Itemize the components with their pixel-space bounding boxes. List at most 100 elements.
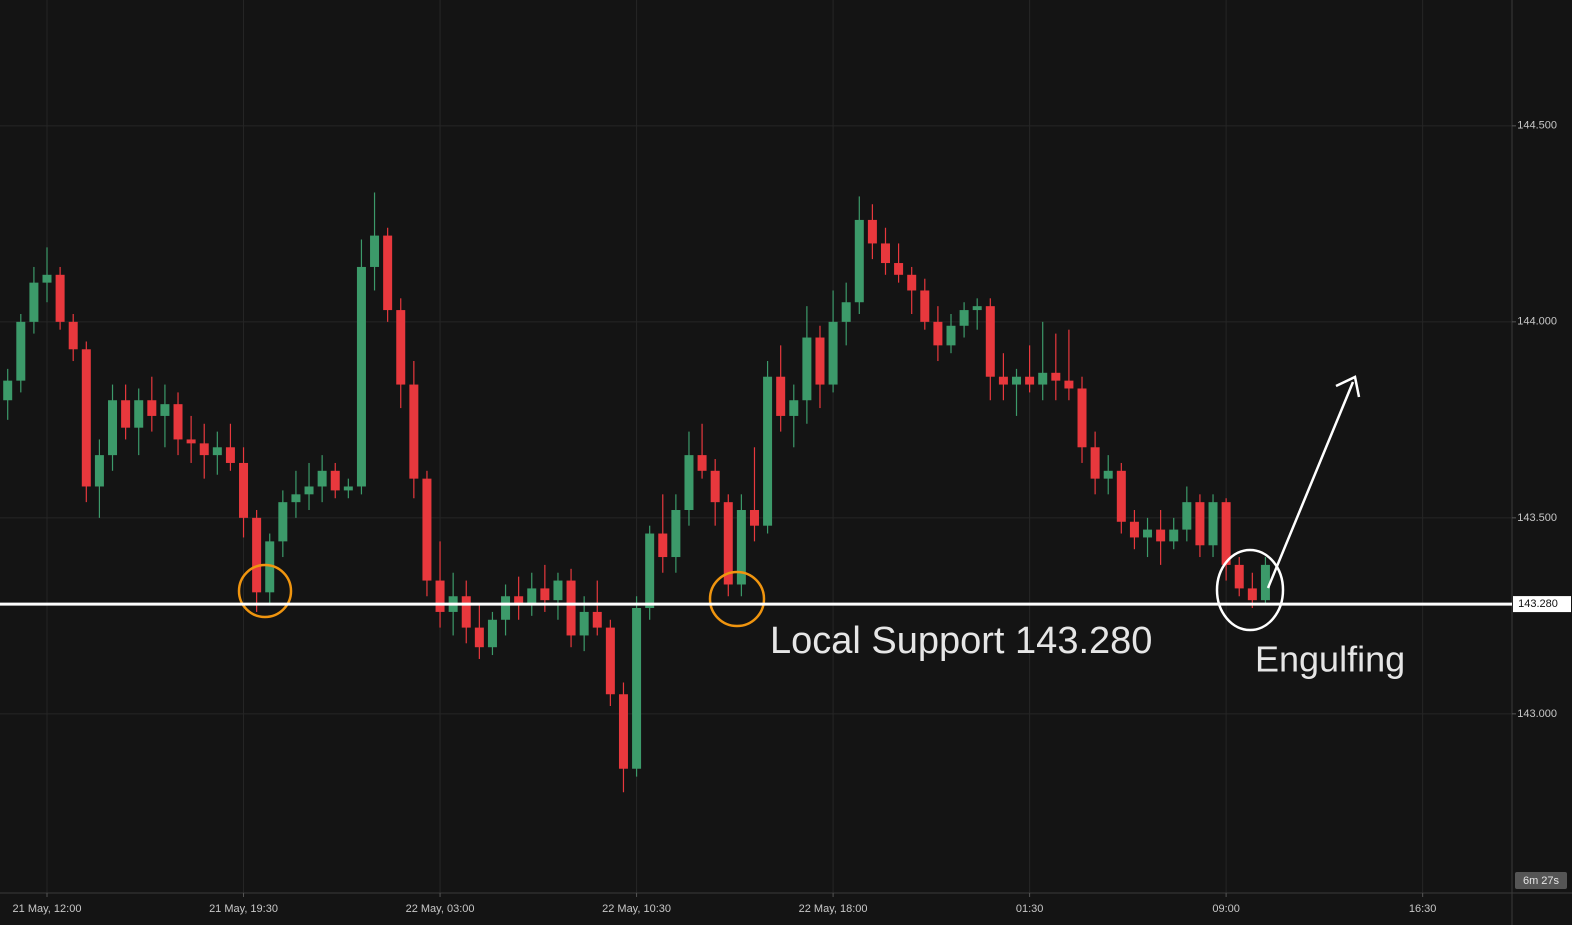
- candle-body: [1221, 502, 1231, 565]
- candle-body: [1090, 447, 1100, 479]
- candle-body: [474, 627, 484, 648]
- support-label: 143.280: [1518, 598, 1558, 610]
- candle-body: [828, 321, 838, 385]
- x-tick-label: 16:30: [1409, 903, 1437, 915]
- candle-body: [121, 400, 131, 428]
- support-label-box: [1513, 596, 1571, 613]
- candle-body: [487, 619, 497, 648]
- candle-body: [3, 380, 13, 401]
- candle-body: [108, 400, 118, 456]
- candles: [3, 192, 1270, 793]
- y-tick-label: 143.000: [1517, 708, 1557, 720]
- annotations: Local Support 143.280 Engulfing 6m 27s 1…: [0, 375, 1571, 889]
- candle-body: [461, 596, 471, 628]
- candle-body: [68, 321, 78, 350]
- candle-body: [815, 337, 825, 385]
- candle-body: [94, 455, 104, 487]
- candle-body: [527, 588, 537, 605]
- candle-body: [907, 274, 917, 291]
- candle-body: [409, 384, 419, 479]
- grid: [0, 0, 1512, 893]
- candle-body: [736, 510, 746, 585]
- candle-body: [618, 694, 628, 769]
- candle-body: [802, 337, 812, 401]
- candle-body: [42, 274, 52, 283]
- candle-body: [81, 349, 91, 487]
- candle-body: [841, 302, 851, 322]
- candle-body: [880, 243, 890, 264]
- candle-body: [514, 596, 524, 605]
- x-tick-label: 22 May, 03:00: [406, 903, 475, 915]
- candle-body: [933, 321, 943, 346]
- y-tick-label: 143.500: [1517, 512, 1557, 524]
- candle-body: [1038, 372, 1048, 385]
- candle-body: [658, 533, 668, 558]
- candle-body: [317, 470, 327, 487]
- candle-body: [1012, 376, 1022, 385]
- candle-body: [867, 219, 877, 244]
- candle-body: [173, 404, 183, 440]
- candle-body: [605, 627, 615, 695]
- candle-body: [370, 235, 380, 267]
- candle-body: [291, 494, 301, 503]
- candle-body: [632, 608, 642, 769]
- candle-body: [959, 310, 969, 326]
- candle-body: [356, 266, 366, 487]
- candle-body: [1156, 529, 1166, 542]
- support-text: Local Support 143.280: [770, 620, 1152, 662]
- candle-body: [645, 533, 655, 609]
- x-tick-label: 21 May, 12:00: [13, 903, 82, 915]
- y-tick-label: 144.000: [1517, 316, 1557, 328]
- candle-body: [998, 376, 1008, 385]
- x-tick-label: 09:00: [1212, 903, 1240, 915]
- candle-body: [920, 290, 930, 322]
- candle-body: [1208, 502, 1218, 546]
- candle-body: [540, 588, 550, 601]
- white-ellipse: [1215, 548, 1285, 632]
- candle-body: [199, 443, 209, 456]
- candle-body: [278, 502, 288, 542]
- candle-body: [501, 596, 511, 620]
- candle-body: [383, 235, 393, 311]
- candle-body: [1247, 588, 1257, 601]
- x-tick-label: 22 May, 10:30: [602, 903, 671, 915]
- candle-body: [1025, 376, 1035, 385]
- candle-body: [343, 486, 353, 491]
- candle-body: [1077, 388, 1087, 448]
- candle-body: [1234, 564, 1244, 589]
- candle-body: [789, 400, 799, 416]
- candle-body: [763, 376, 773, 526]
- candle-body: [304, 486, 314, 495]
- candle-body: [1129, 521, 1139, 538]
- candle-body: [671, 510, 681, 558]
- candle-body: [1260, 564, 1270, 601]
- candle-body: [396, 310, 406, 385]
- candle-body: [186, 439, 196, 444]
- x-tick-label: 01:30: [1016, 903, 1044, 915]
- candle-body: [212, 447, 222, 456]
- candle-body: [1195, 502, 1205, 546]
- candle-body: [1169, 529, 1179, 542]
- candle-body: [330, 470, 340, 491]
- timer: 6m 27s: [1523, 875, 1560, 887]
- candle-body: [1182, 502, 1192, 530]
- candle-body: [265, 541, 275, 593]
- candle-body: [854, 219, 864, 303]
- candle-body: [160, 404, 170, 416]
- candle-body: [29, 282, 39, 322]
- candle-body: [1103, 470, 1113, 479]
- y-tick-label: 144.500: [1517, 120, 1557, 132]
- pattern-text: Engulfing: [1255, 639, 1405, 680]
- candle-body: [1116, 470, 1126, 522]
- candle-body: [1051, 372, 1061, 381]
- candle-body: [1064, 380, 1074, 389]
- candle-body: [55, 274, 65, 322]
- candle-body: [553, 580, 563, 601]
- candle-body: [147, 400, 157, 416]
- candle-body: [894, 263, 904, 275]
- candle-body: [435, 580, 445, 612]
- arrow-head: [1335, 375, 1361, 398]
